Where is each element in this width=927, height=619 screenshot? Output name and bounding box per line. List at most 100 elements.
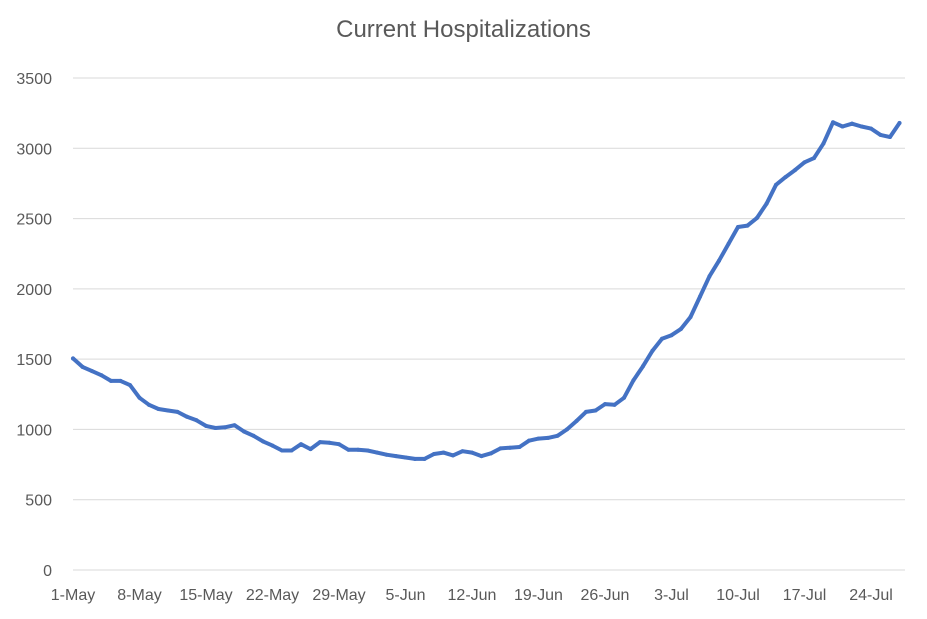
data-point <box>213 426 218 431</box>
data-point <box>90 369 94 374</box>
data-point <box>289 448 294 453</box>
data-point <box>631 378 636 383</box>
data-point <box>584 409 588 414</box>
data-point <box>299 442 303 447</box>
series-layer <box>71 120 902 461</box>
data-point <box>603 402 607 407</box>
x-tick-label: 3-Jul <box>654 587 689 604</box>
data-point <box>166 408 170 413</box>
data-point <box>422 456 427 461</box>
data-point <box>517 445 522 449</box>
data-point <box>137 395 142 400</box>
y-tick-label: 1000 <box>16 422 52 439</box>
data-point <box>147 402 151 407</box>
data-point <box>546 435 550 440</box>
x-tick-label: 1-May <box>51 587 95 604</box>
data-point <box>451 453 455 458</box>
data-point <box>327 440 332 445</box>
data-point <box>669 333 674 338</box>
data-point <box>80 364 85 369</box>
data-point <box>99 373 104 378</box>
data-point <box>280 448 284 453</box>
y-tick-label: 3500 <box>16 71 52 88</box>
data-point <box>764 201 769 206</box>
data-point <box>432 452 436 457</box>
data-point <box>736 225 740 230</box>
x-tick-label: 24-Jul <box>849 587 893 604</box>
data-point <box>897 120 902 125</box>
series-line <box>71 120 902 461</box>
data-point <box>755 215 759 220</box>
data-point <box>223 425 227 430</box>
data-point <box>413 456 417 461</box>
data-point <box>698 294 702 299</box>
data-point <box>508 445 512 450</box>
x-tick-label: 29-May <box>312 587 365 604</box>
data-point <box>774 182 778 187</box>
data-point <box>859 124 864 129</box>
data-point <box>346 447 351 452</box>
x-axis-tick-labels: 1-May 8-May 15-May 22-May 29-May 5-Jun 12-Jun 1… <box>51 587 893 604</box>
data-point <box>156 407 161 412</box>
gridlines <box>73 77 905 571</box>
data-point <box>745 223 750 228</box>
data-point <box>641 364 645 369</box>
data-point <box>593 408 598 413</box>
data-point <box>536 436 541 441</box>
y-tick-label: 3000 <box>16 141 52 158</box>
data-point <box>460 449 465 454</box>
data-point <box>622 395 626 400</box>
data-point <box>527 438 531 443</box>
data-point <box>850 121 854 126</box>
data-point <box>783 175 788 180</box>
x-tick-label: 12-Jun <box>448 587 497 604</box>
x-tick-label: 5-Jun <box>385 587 425 604</box>
x-tick-label: 17-Jul <box>783 587 827 604</box>
data-point <box>831 120 835 125</box>
data-point <box>707 274 712 279</box>
x-tick-label: 8-May <box>117 587 161 604</box>
data-point <box>574 418 579 423</box>
data-point <box>365 448 370 453</box>
data-point <box>194 418 199 423</box>
data-point <box>793 168 797 173</box>
data-point <box>802 160 807 165</box>
data-point <box>688 314 693 319</box>
data-point <box>869 126 873 131</box>
data-point <box>71 356 75 361</box>
data-point <box>498 446 503 451</box>
data-point <box>375 450 379 455</box>
data-point <box>555 433 560 438</box>
data-point <box>403 455 408 460</box>
data-point <box>479 454 484 459</box>
x-tick-label: 26-Jun <box>581 587 630 604</box>
y-tick-label: 500 <box>25 493 52 510</box>
data-point <box>242 429 246 434</box>
data-point <box>821 141 826 146</box>
data-point <box>394 454 398 459</box>
y-axis-tick-labels: 0 500 1000 1500 2000 2500 3000 3500 <box>16 71 52 580</box>
data-point <box>612 402 617 407</box>
data-point <box>204 423 208 428</box>
x-tick-label: 19-Jun <box>514 587 563 604</box>
x-tick-label: 22-May <box>246 587 299 604</box>
data-point <box>318 440 322 445</box>
data-point <box>812 156 816 161</box>
data-point <box>232 423 237 428</box>
data-point <box>109 378 113 383</box>
x-tick-label: 10-Jul <box>716 587 760 604</box>
data-point <box>489 451 493 456</box>
data-point <box>717 258 721 263</box>
y-tick-label: 2000 <box>16 282 52 299</box>
y-tick-label: 1500 <box>16 352 52 369</box>
data-point <box>888 135 892 140</box>
data-point <box>441 450 446 455</box>
data-point <box>840 124 845 129</box>
data-point <box>175 409 180 414</box>
chart-title: Current Hospitalizations <box>336 16 591 43</box>
data-point <box>726 241 731 246</box>
x-tick-label: 15-May <box>179 587 232 604</box>
data-point <box>251 433 256 438</box>
data-point <box>878 132 883 137</box>
